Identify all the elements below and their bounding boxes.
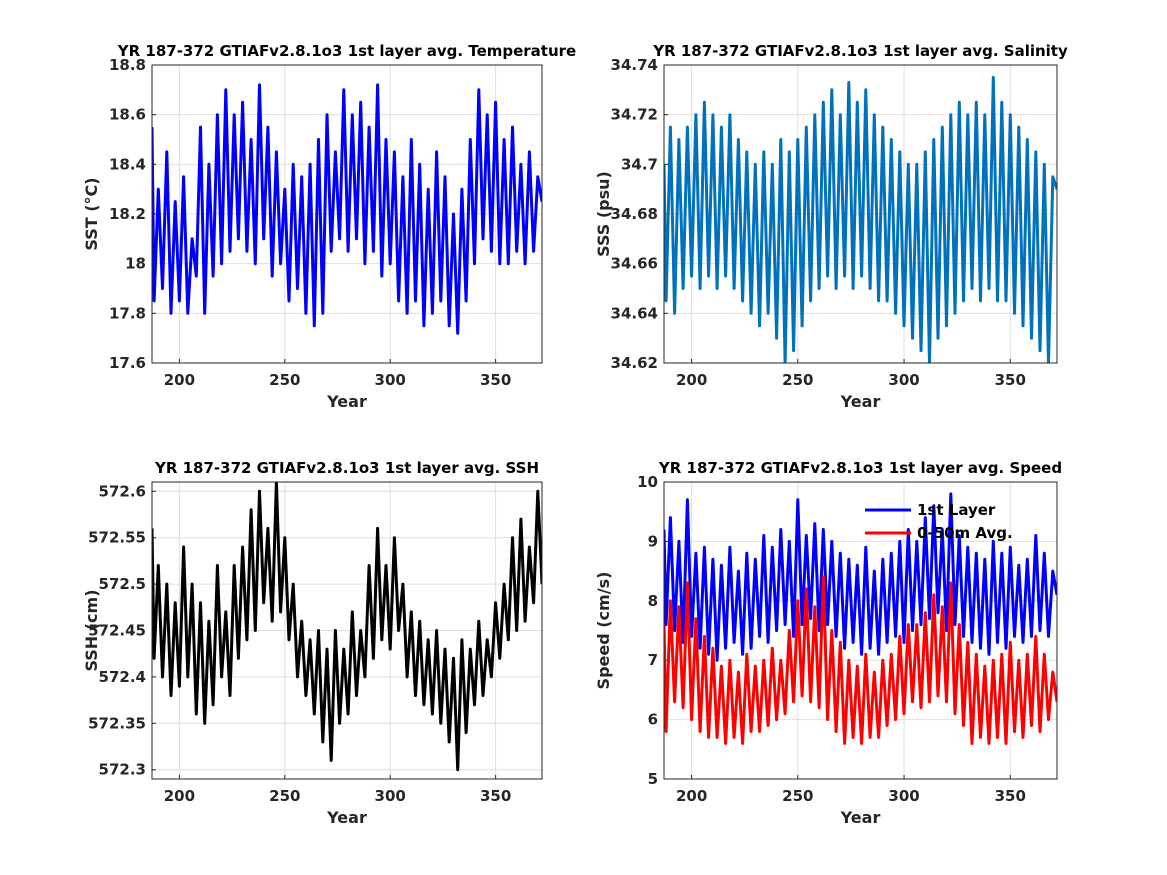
legend-label-1: 1st Layer bbox=[917, 501, 996, 519]
x-axis-label: Year bbox=[326, 392, 367, 411]
y-tick-label: 5 bbox=[648, 770, 658, 788]
x-axis-label: Year bbox=[326, 808, 367, 827]
series-line-2 bbox=[664, 575, 1057, 745]
legend: 1st Layer 0-50m Avg. bbox=[865, 501, 1013, 542]
series-line-1 bbox=[664, 75, 1057, 363]
y-tick-label: 9 bbox=[648, 532, 658, 550]
y-tick-label: 34.72 bbox=[611, 106, 658, 124]
x-tick-label: 250 bbox=[782, 787, 813, 805]
x-axis-label: Year bbox=[840, 392, 881, 411]
series-group bbox=[664, 492, 1057, 745]
y-tick-label: 18.2 bbox=[109, 205, 146, 223]
y-axis-label: Speed (cm/s) bbox=[594, 572, 613, 690]
chart-panel-temperature: 200 250 300 350 17.6 17.8 18 18.2 18.4 18.6 18.8YR… bbox=[82, 42, 576, 411]
y-tick-label: 572.4 bbox=[99, 668, 146, 686]
y-tick-label: 572.3 bbox=[99, 761, 146, 779]
y-tick-label: 572.35 bbox=[88, 714, 146, 732]
series-line-1 bbox=[152, 482, 542, 772]
legend-label-2: 0-50m Avg. bbox=[917, 524, 1013, 542]
series-group bbox=[152, 482, 542, 772]
x-tick-label: 350 bbox=[480, 371, 511, 389]
series-line-1 bbox=[664, 492, 1057, 662]
x-tick-label: 300 bbox=[888, 787, 919, 805]
chart-title: YR 187-372 GTIAFv2.8.1o3 1st layer avg. … bbox=[154, 459, 539, 477]
y-tick-label: 34.66 bbox=[611, 255, 658, 273]
x-tick-label: 350 bbox=[995, 371, 1026, 389]
y-tick-label: 18.4 bbox=[109, 155, 146, 173]
y-tick-label: 17.6 bbox=[109, 354, 146, 372]
axes-frame bbox=[151, 481, 543, 780]
x-tick-label: 250 bbox=[782, 371, 813, 389]
axes-frame bbox=[663, 64, 1058, 364]
x-tick-label: 200 bbox=[164, 371, 195, 389]
x-axis-label: Year bbox=[840, 808, 881, 827]
y-tick-label: 34.68 bbox=[611, 205, 658, 223]
chart-panel-ssh: 200 250 300 350572.3572.35572.4572.45572.55… bbox=[82, 459, 543, 827]
chart-title: YR 187-372 GTIAFv2.8.1o3 1st layer avg. … bbox=[652, 42, 1068, 60]
y-tick-label: 10 bbox=[637, 473, 658, 491]
panels: 200 250 300 35017.617.81818.218.418.618.8YR… bbox=[82, 42, 1068, 827]
y-tick-label: 6 bbox=[648, 711, 658, 729]
chart-title: YR 187-372 GTIAFv2.8.1o3 1st layer avg. … bbox=[117, 42, 576, 60]
y-axis-label: SST (°C) bbox=[82, 177, 101, 250]
y-tick-label: 34.74 bbox=[611, 56, 658, 74]
y-tick-label: 572.6 bbox=[99, 482, 146, 500]
x-tick-label: 300 bbox=[375, 371, 406, 389]
chart-panel-salinity: 200 250 300 350 34.62 34.64 34.66 34.68 34.7 34.7… bbox=[594, 42, 1068, 411]
y-tick-label: 572.5 bbox=[99, 575, 146, 593]
y-tick-label: 34.7 bbox=[621, 155, 658, 173]
series-group bbox=[152, 83, 542, 335]
y-tick-label: 572.45 bbox=[88, 622, 146, 640]
axes-frame bbox=[663, 481, 1058, 780]
y-tick-label: 8 bbox=[648, 592, 658, 610]
axes-frame bbox=[151, 64, 543, 364]
x-tick-label: 300 bbox=[375, 787, 406, 805]
chart-title: YR 187-372 GTIAFv2.8.1o3 1st layer avg. … bbox=[658, 459, 1062, 477]
y-tick-label: 18 bbox=[125, 255, 146, 273]
series-group bbox=[664, 75, 1057, 363]
y-tick-label: 7 bbox=[648, 651, 658, 669]
x-tick-label: 200 bbox=[164, 787, 195, 805]
y-tick-label: 34.64 bbox=[611, 304, 658, 322]
y-axis-label: SSH (cm) bbox=[82, 589, 101, 671]
x-tick-label: 350 bbox=[480, 787, 511, 805]
y-axis-label: SSS (psu) bbox=[594, 171, 613, 257]
series-line-1 bbox=[152, 83, 542, 335]
y-tick-label: 18.6 bbox=[109, 106, 146, 124]
y-tick-label: 17.8 bbox=[109, 304, 146, 322]
y-tick-label: 572.55 bbox=[88, 529, 146, 547]
x-tick-label: 200 bbox=[676, 371, 707, 389]
x-tick-label: 300 bbox=[888, 371, 919, 389]
y-tick-label: 18.8 bbox=[109, 56, 146, 74]
y-tick-label: 34.62 bbox=[611, 354, 658, 372]
x-tick-label: 250 bbox=[269, 787, 300, 805]
x-tick-label: 250 bbox=[269, 371, 300, 389]
x-tick-label: 200 bbox=[676, 787, 707, 805]
x-tick-label: 350 bbox=[995, 787, 1026, 805]
